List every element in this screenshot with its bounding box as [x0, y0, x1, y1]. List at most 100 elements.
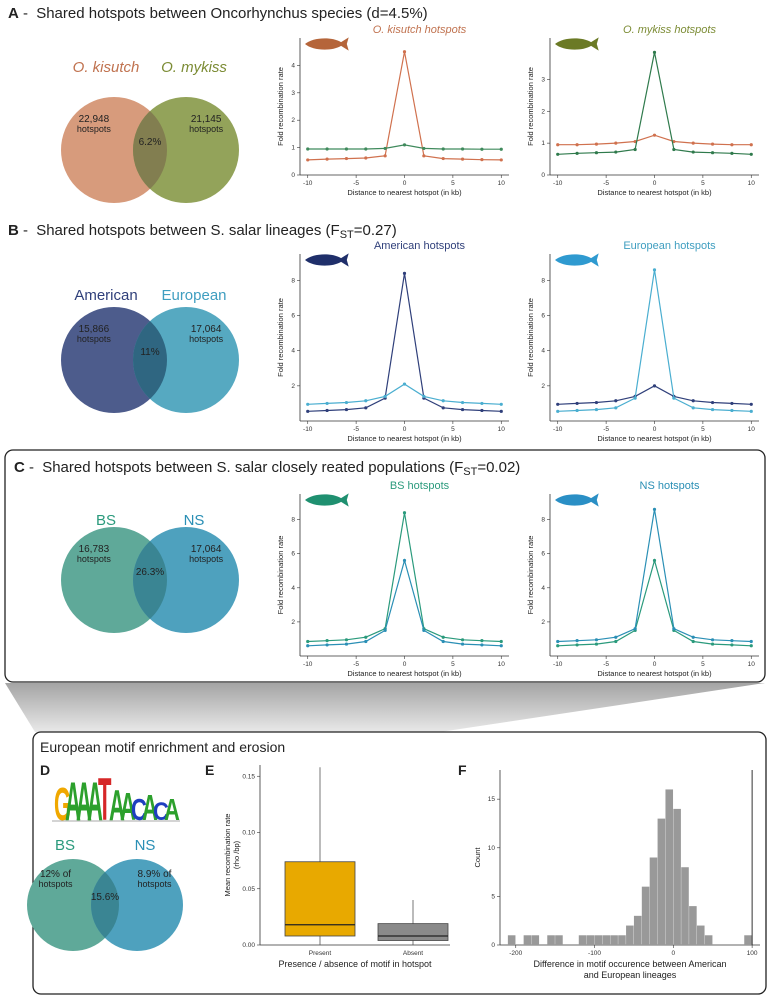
- data-point: [402, 558, 407, 563]
- data-point: [730, 639, 734, 643]
- chart-mykiss-hotspots: O. mykiss hotspots -10 -5 0 5 10 0 1 2 3 Distance …: [526, 24, 759, 197]
- data-point: [575, 151, 579, 155]
- x-tick-label: -5: [353, 661, 359, 668]
- motif-letter: A: [164, 793, 180, 827]
- data-point: [480, 643, 484, 647]
- data-point: [422, 146, 426, 151]
- data-point: [306, 402, 310, 406]
- data-point: [480, 408, 484, 413]
- data-point: [614, 639, 618, 644]
- data-point: [325, 639, 329, 643]
- x-tick-label: -5: [603, 661, 609, 668]
- y-tick-label: 2: [291, 117, 295, 124]
- venn-left-count: 16,783: [79, 544, 110, 555]
- x-tick-label: -10: [553, 180, 563, 187]
- venn-overlap: [133, 527, 167, 633]
- data-point: [672, 627, 676, 631]
- x-axis-title: Distance to nearest hotspot (in kb): [597, 434, 712, 443]
- x-tick-label: 0: [653, 426, 657, 433]
- fish-icon: [305, 37, 349, 51]
- venn-left-circle: [27, 859, 119, 951]
- data-point: [691, 141, 695, 145]
- hist-bar: [649, 857, 658, 945]
- chart-title: BS hotspots: [390, 480, 450, 492]
- y-axis-title: Fold recombination rate: [526, 298, 535, 377]
- venn-right-count: 17,064: [191, 324, 222, 335]
- data-point: [499, 147, 503, 151]
- venn-lineages: American European15,866hotspots17,064hots…: [61, 287, 239, 413]
- data-point: [364, 156, 368, 160]
- hist-bar: [665, 789, 674, 945]
- chart-title: O. mykiss hotspots: [623, 24, 716, 36]
- data-point: [441, 406, 445, 410]
- hist-bar: [507, 935, 516, 945]
- y-axis-title-unit: (rho /bp): [232, 840, 241, 869]
- series-line: [557, 509, 752, 643]
- data-point: [460, 407, 465, 412]
- boxplot-motif-presence: 0.00 0.05 0.10 0.15 Present Absent Presence / …: [223, 765, 450, 969]
- data-point: [575, 408, 579, 413]
- data-point: [710, 642, 715, 646]
- data-point: [730, 143, 734, 147]
- data-point: [306, 147, 310, 151]
- data-point: [325, 157, 329, 161]
- data-point: [402, 511, 407, 515]
- data-point: [594, 638, 599, 642]
- fish-icon: [305, 493, 349, 507]
- hist-bar: [602, 935, 611, 945]
- chart-ns-hotspots: NS hotspots -10 -5 0 5 10 2 4 6 8 Distance to near…: [526, 480, 759, 678]
- x-tick-label: 10: [498, 661, 506, 668]
- hist-bar: [531, 935, 540, 945]
- x-tick-label: 100: [747, 950, 758, 957]
- data-point: [614, 141, 618, 145]
- data-point: [325, 643, 329, 647]
- x-tick-label: 0: [403, 426, 407, 433]
- data-point: [499, 158, 503, 162]
- data-point: [730, 408, 734, 413]
- hist-bar: [555, 935, 563, 945]
- y-tick-label: 15: [488, 796, 496, 803]
- data-point: [633, 627, 637, 631]
- data-point: [575, 401, 579, 406]
- data-point: [344, 407, 349, 412]
- x-tick-label: -10: [303, 661, 313, 668]
- y-tick-label: 1: [541, 140, 545, 147]
- venn-right-count: 17,064: [191, 544, 222, 555]
- y-axis-title: Fold recombination rate: [526, 67, 535, 146]
- data-point: [441, 147, 445, 151]
- venn-overlap: [133, 307, 167, 413]
- series-line: [557, 269, 752, 412]
- x-tick-label: 0: [403, 661, 407, 668]
- y-tick-label: 4: [541, 348, 545, 355]
- y-tick-label: 8: [291, 517, 295, 524]
- data-point: [344, 638, 349, 642]
- x-axis-title-line2: and European lineages: [584, 970, 677, 980]
- data-point: [499, 409, 503, 413]
- data-point: [499, 639, 503, 644]
- y-tick-label: 4: [541, 585, 545, 592]
- y-tick-label: 0: [541, 172, 545, 179]
- x-tick-label: 0: [672, 950, 676, 957]
- series-line: [557, 52, 752, 155]
- section-a-title: A - Shared hotspots between Oncorhynchus…: [8, 5, 428, 22]
- y-tick-label: 3: [291, 90, 295, 97]
- motif-box-title: European motif enrichment and erosion: [40, 739, 285, 755]
- data-point: [614, 399, 618, 403]
- data-point: [499, 402, 503, 406]
- data-point: [499, 644, 503, 648]
- hist-bar: [523, 935, 532, 945]
- y-tick-label: 6: [541, 551, 545, 558]
- zoom-funnel: [5, 683, 765, 732]
- y-tick-label: 6: [291, 551, 295, 558]
- data-point: [614, 150, 618, 154]
- data-point: [652, 268, 657, 272]
- venn-left-label: BS: [96, 512, 116, 529]
- x-axis-title: Distance to nearest hotspot (in kb): [597, 669, 712, 678]
- data-point: [594, 407, 599, 412]
- data-point: [364, 635, 368, 639]
- y-axis-title: Fold recombination rate: [526, 536, 535, 615]
- data-point: [383, 154, 387, 158]
